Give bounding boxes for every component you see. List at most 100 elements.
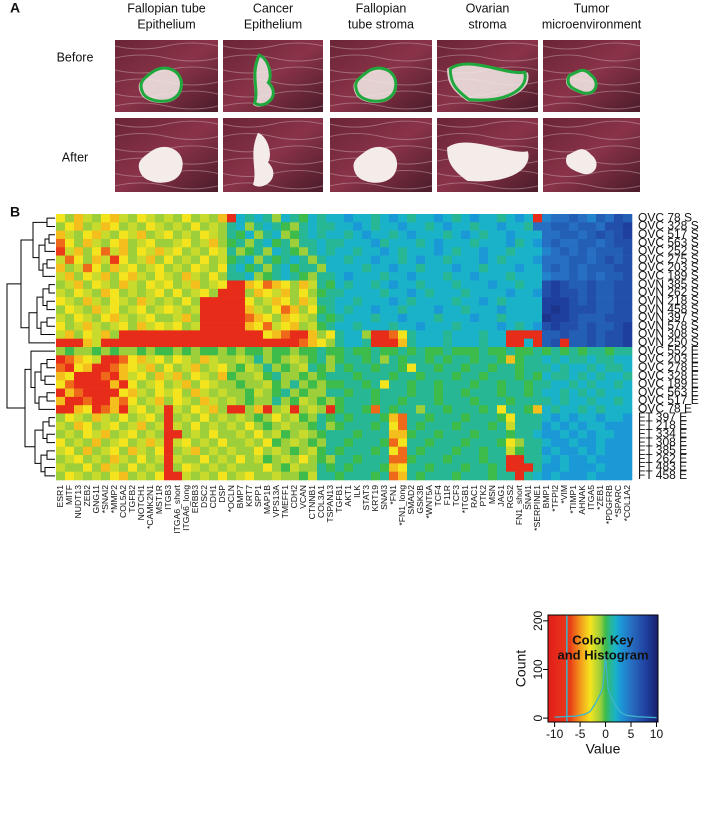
heatmap-cell [596, 322, 606, 331]
heatmap-cell [479, 388, 489, 398]
heatmap-cell [515, 288, 525, 298]
heatmap-cell [398, 438, 408, 448]
heatmap-cell [398, 255, 408, 265]
heatmap-cell [596, 338, 606, 348]
heatmap-cell [461, 238, 471, 248]
heatmap-cell [461, 288, 471, 298]
heatmap-cell [344, 263, 354, 273]
heatmap-cell [497, 363, 507, 373]
heatmap-cell [551, 313, 561, 323]
heatmap-cell [461, 388, 471, 398]
heatmap-cell [119, 355, 129, 364]
heatmap-cell [164, 214, 174, 223]
heatmap-cell [209, 355, 219, 364]
heatmap-cell [101, 313, 111, 323]
heatmap-cell [56, 471, 66, 481]
heatmap-cell [533, 371, 543, 381]
heatmap-cell [182, 214, 192, 223]
heatmap-cell [290, 388, 300, 398]
heatmap-cell [83, 238, 93, 248]
heatmap-cell [200, 272, 210, 281]
heatmap-cell [299, 263, 309, 273]
heatmap-cell [443, 263, 453, 273]
column-label: *FN1_long [397, 485, 407, 526]
heatmap-cell [623, 305, 633, 315]
heatmap-cell [452, 297, 462, 306]
heatmap-cell [110, 463, 120, 472]
heatmap-cell [83, 347, 93, 356]
heatmap-cell [281, 280, 291, 290]
heatmap-cell [65, 263, 75, 273]
heatmap-cell [542, 463, 552, 472]
heatmap-cell [254, 413, 264, 423]
heatmap-cell [443, 405, 453, 414]
dendrogram-branch [20, 239, 33, 329]
heatmap-cell [209, 388, 219, 398]
heatmap-cell [614, 338, 624, 348]
column-label: COL5A2 [118, 485, 128, 518]
heatmap-cell [227, 463, 237, 472]
heatmap-cell [155, 330, 165, 339]
heatmap-cell [110, 421, 120, 431]
heatmap-cell [83, 396, 93, 406]
heatmap-cell [218, 421, 228, 431]
heatmap-cell [614, 247, 624, 256]
heatmap-cell [263, 388, 273, 398]
heatmap-cell [515, 380, 525, 389]
heatmap-cell [209, 305, 219, 315]
heatmap-cell [596, 430, 606, 439]
heatmap-cell [209, 263, 219, 273]
heatmap-cell [254, 238, 264, 248]
heatmap-cell [470, 214, 480, 223]
heatmap-cell [515, 471, 525, 481]
heatmap-cell [596, 272, 606, 281]
tissue-texture [436, 120, 539, 128]
heatmap-cell [128, 421, 138, 431]
heatmap-cell [326, 347, 336, 356]
heatmap-cell [173, 288, 183, 298]
heatmap-cell [236, 230, 246, 240]
heatmap-cell [488, 347, 498, 356]
heatmap-cell [416, 455, 426, 464]
heatmap-cell [182, 230, 192, 240]
heatmap-cell [308, 405, 318, 414]
heatmap-cell [173, 388, 183, 398]
heatmap-cell [515, 396, 525, 406]
heatmap-cell [83, 405, 93, 414]
heatmap-cell [110, 247, 120, 256]
heatmap-cell [569, 371, 579, 381]
heatmap-cell [209, 347, 219, 356]
panel-label: B [10, 204, 20, 220]
heatmap-cell [587, 313, 597, 323]
heatmap-cell [326, 380, 336, 389]
heatmap-cell [155, 430, 165, 439]
heatmap-cell [227, 471, 237, 481]
heatmap-cell [452, 380, 462, 389]
heatmap-cell [200, 238, 210, 248]
heatmap-cell [263, 380, 273, 389]
heatmap-cell [434, 263, 444, 273]
heatmap-cell [353, 347, 363, 356]
heatmap-cell [110, 330, 120, 339]
heatmap-cell [398, 230, 408, 240]
heatmap-cell [236, 438, 246, 448]
dendrogram-branch [42, 288, 49, 306]
column-label: *WNT5A [424, 485, 434, 519]
heatmap-cell [155, 288, 165, 298]
heatmap-cell [245, 396, 255, 406]
heatmap-cell [56, 330, 66, 339]
heatmap-cell [182, 305, 192, 315]
heatmap-cell [416, 330, 426, 339]
heatmap-cell [56, 272, 66, 281]
heatmap-cell [110, 413, 120, 423]
heatmap-cell [200, 297, 210, 306]
heatmap-cell [551, 280, 561, 290]
heatmap-cell [587, 363, 597, 373]
heatmap-cell [128, 471, 138, 481]
dissection-outline [448, 62, 527, 102]
heatmap-cell [587, 380, 597, 389]
heatmap-cell [605, 238, 615, 248]
heatmap-cell [254, 421, 264, 431]
heatmap-cell [128, 280, 138, 290]
heatmap-cell [317, 330, 327, 339]
